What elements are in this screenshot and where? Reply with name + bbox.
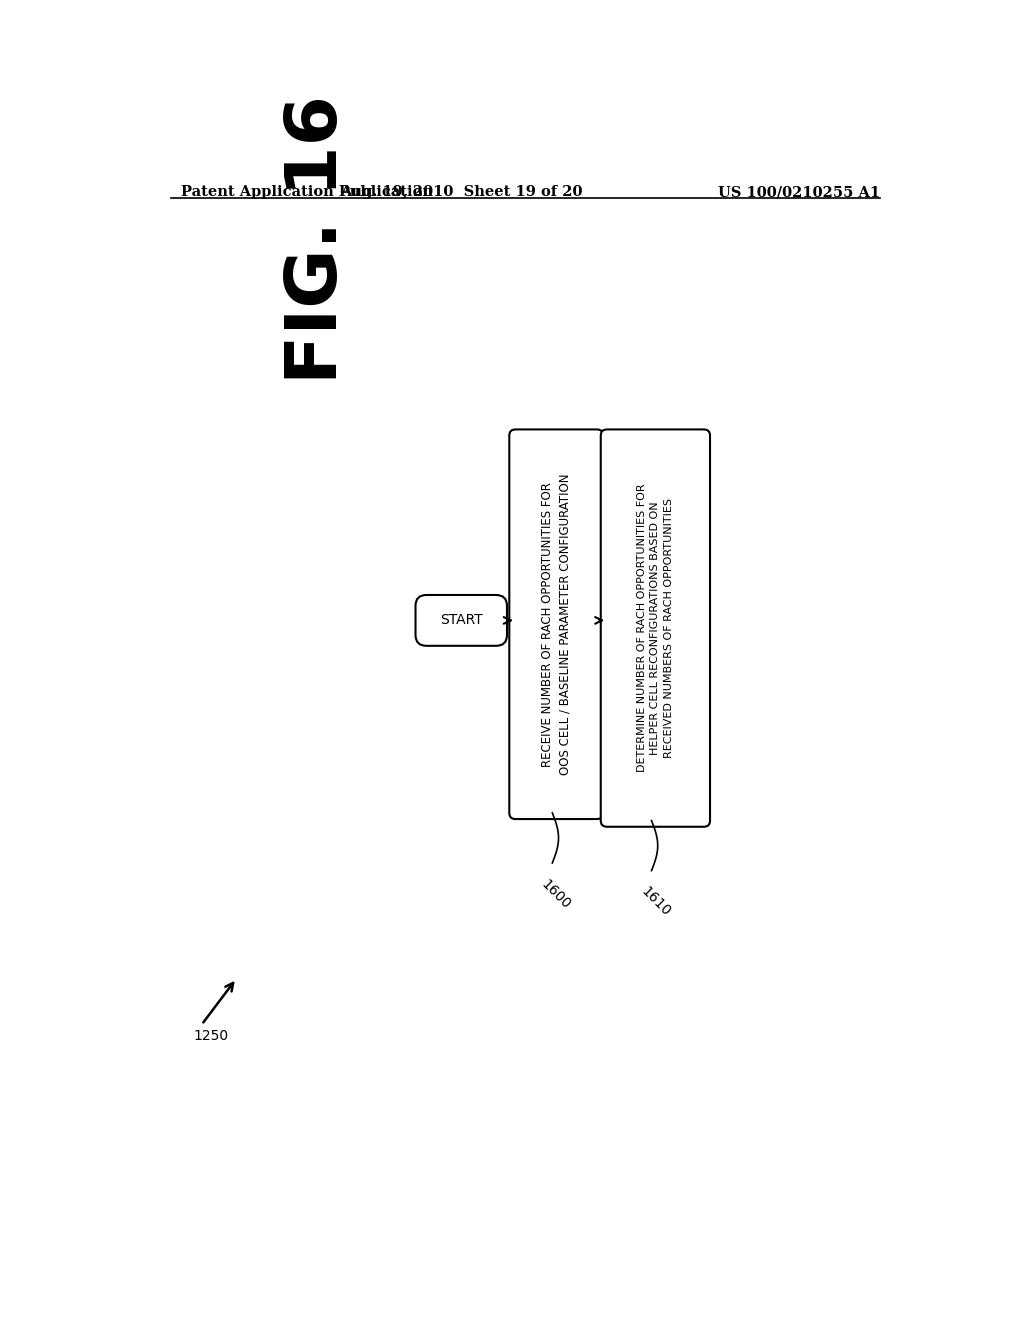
FancyBboxPatch shape xyxy=(601,429,710,826)
Text: RECEIVE NUMBER OF RACH OPPORTUNITIES FOR
OOS CELL / BASELINE PARAMETER CONFIGURA: RECEIVE NUMBER OF RACH OPPORTUNITIES FOR… xyxy=(542,474,571,775)
Text: Aug. 19, 2010  Sheet 19 of 20: Aug. 19, 2010 Sheet 19 of 20 xyxy=(340,185,583,199)
Text: Patent Application Publication: Patent Application Publication xyxy=(180,185,433,199)
Text: 1600: 1600 xyxy=(539,876,573,912)
Text: 1250: 1250 xyxy=(194,1028,229,1043)
FancyBboxPatch shape xyxy=(509,429,603,818)
Text: START: START xyxy=(440,614,482,627)
FancyBboxPatch shape xyxy=(416,595,507,645)
Text: 1610: 1610 xyxy=(638,884,673,920)
Text: DETERMINE NUMBER OF RACH OPPORTUNITIES FOR
HELPER CELL RECONFIGURATIONS BASED ON: DETERMINE NUMBER OF RACH OPPORTUNITIES F… xyxy=(637,484,674,772)
Text: US 100/0210255 A1: US 100/0210255 A1 xyxy=(718,185,880,199)
Text: FIG. 16: FIG. 16 xyxy=(284,95,352,384)
